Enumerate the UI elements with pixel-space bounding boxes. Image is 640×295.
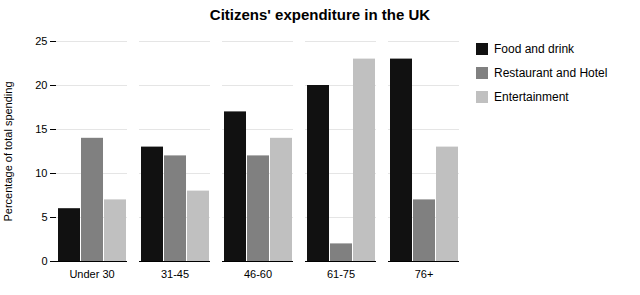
- svg-text:76+: 76+: [415, 268, 434, 280]
- html-text:Citizens' expenditure in the U: Citizens' expenditure in the UK: [209, 6, 431, 23]
- svg-text:5: 5: [41, 211, 47, 223]
- svg-text:15: 15: [35, 123, 47, 135]
- svg-text:25: 25: [35, 35, 47, 47]
- html-text:Food and drink: Food and drink: [494, 42, 575, 56]
- svg-text:0: 0: [41, 255, 47, 267]
- html-text:Entertainment: Entertainment: [494, 90, 569, 104]
- svg-text:46-60: 46-60: [244, 268, 272, 280]
- svg-text:31-45: 31-45: [161, 268, 189, 280]
- html-text:Restaurant and Hotel: Restaurant and Hotel: [494, 66, 608, 80]
- svg-text:10: 10: [35, 167, 47, 179]
- svg-text:61-75: 61-75: [327, 268, 355, 280]
- svg-text:Under 30: Under 30: [69, 268, 114, 280]
- svg-text:Percentage of total spending: Percentage of total spending: [2, 81, 14, 221]
- svg-text:20: 20: [35, 79, 47, 91]
